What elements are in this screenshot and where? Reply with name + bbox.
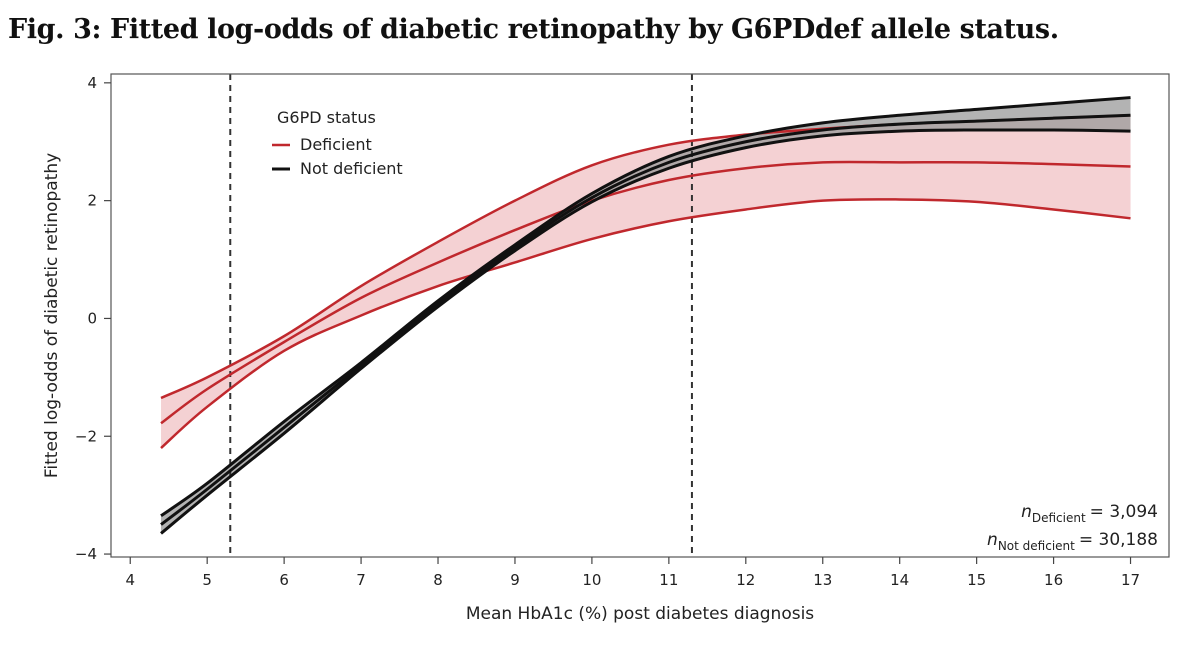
fitted-lines	[160, 96, 1131, 535]
x-tick-label: 8	[433, 571, 443, 589]
plot-frame	[110, 73, 1170, 558]
y-tick-label: 4	[87, 74, 97, 92]
lower-line-not-deficient	[160, 128, 1131, 535]
legend-entry-not-deficient: Not deficient	[300, 159, 403, 178]
n-symbol: n	[987, 530, 998, 550]
x-tick-label: 10	[582, 571, 601, 589]
y-tick-label: 0	[87, 309, 97, 327]
sample-size-annotation: nDeficient = 3,094 nNot deficient = 30,188	[987, 502, 1158, 553]
n-symbol: n	[1021, 502, 1032, 522]
n-deficient: nDeficient = 3,094	[1021, 502, 1158, 525]
n-not-deficient: nNot deficient = 30,188	[987, 530, 1158, 553]
legend-title: G6PD status	[277, 108, 376, 127]
x-tick-label: 12	[736, 571, 755, 589]
x-tick-label: 15	[967, 571, 986, 589]
y-tick-label: 2	[87, 192, 97, 210]
figure-title: Fig. 3: Fitted log-odds of diabetic reti…	[8, 14, 1059, 45]
x-tick-label: 5	[202, 571, 212, 589]
x-tick-label: 16	[1044, 571, 1063, 589]
x-tick-label: 7	[356, 571, 366, 589]
x-axis-label: Mean HbA1c (%) post diabetes diagnosis	[466, 604, 814, 624]
fitted-line-not-deficient	[160, 113, 1131, 526]
legend-entry-deficient: Deficient	[300, 135, 372, 154]
y-tick-label: −4	[75, 545, 97, 563]
x-tick-label: 4	[125, 571, 135, 589]
n-not-deficient-subscript: Not deficient	[998, 539, 1075, 553]
legend: G6PD status Deficient Not deficient	[272, 108, 403, 178]
axis-ticks: 4 5 6 7 8 9 10 11 12 13 14 15 16 17 −4 −2 0 2 4	[75, 74, 1140, 589]
y-axis-label: Fitted log-odds of diabetic retinopathy	[42, 153, 62, 478]
x-tick-label: 17	[1121, 571, 1140, 589]
fitted-line-deficient	[160, 160, 1131, 425]
x-tick-label: 14	[890, 571, 909, 589]
x-tick-label: 9	[510, 571, 520, 589]
upper-line-not-deficient	[160, 96, 1131, 517]
n-not-deficient-value: = 30,188	[1079, 530, 1158, 550]
x-tick-label: 13	[813, 571, 832, 589]
lower-line-deficient	[160, 198, 1131, 449]
n-deficient-value: = 3,094	[1090, 502, 1158, 522]
y-tick-label: −2	[75, 427, 97, 445]
n-deficient-subscript: Deficient	[1032, 511, 1086, 525]
x-tick-label: 11	[659, 571, 678, 589]
x-tick-label: 6	[279, 571, 289, 589]
